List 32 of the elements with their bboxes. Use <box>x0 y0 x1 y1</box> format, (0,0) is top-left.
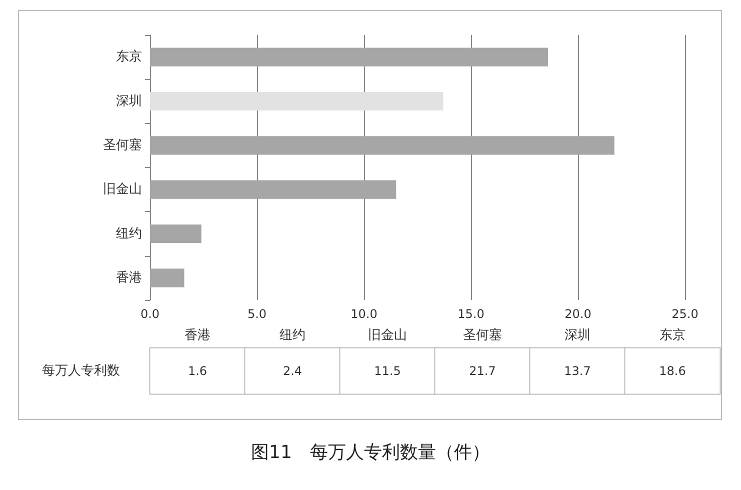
y-tick-label: 旧金山 <box>103 182 142 198</box>
x-tick-label: 深圳 <box>564 328 590 343</box>
text: 图11 每万人专利数量（件） <box>250 441 491 464</box>
x-tick-label: 旧金山 <box>368 328 407 343</box>
data-label: 13.7 <box>564 364 591 378</box>
y-tick-label: 东京 <box>116 50 142 65</box>
x-tick-label: 5.0 <box>247 307 267 321</box>
y-tick-label: 纽约 <box>116 226 142 242</box>
x-tick-label: 香港 <box>184 328 210 343</box>
data-label: 21.7 <box>469 364 496 378</box>
data-label: 1.6 <box>188 364 208 378</box>
bar <box>150 136 614 155</box>
data-label: 18.6 <box>659 364 686 378</box>
bar <box>150 268 184 288</box>
x-tick-label: 纽约 <box>280 328 306 343</box>
bar <box>150 180 396 199</box>
bar <box>150 224 202 244</box>
bar <box>150 92 444 111</box>
data-label: 2.4 <box>282 364 302 378</box>
x-tick-label: 0.0 <box>140 307 160 321</box>
x-tick-label: 25.0 <box>672 307 698 321</box>
data-label: 11.5 <box>374 364 401 378</box>
x-tick-label: 东京 <box>660 328 686 343</box>
y-tick-label: 深圳 <box>116 94 142 109</box>
x-tick-label: 圣何塞 <box>463 327 502 343</box>
x-tick-label: 15.0 <box>458 307 484 321</box>
x-tick-label: 10.0 <box>350 307 378 321</box>
y-tick-label: 香港 <box>116 270 142 286</box>
x-tick-label: 20.0 <box>564 307 592 321</box>
y-tick-label: 每万人专利数 <box>42 364 120 378</box>
bar <box>150 48 548 66</box>
y-tick-label: 圣何塞 <box>103 136 142 153</box>
